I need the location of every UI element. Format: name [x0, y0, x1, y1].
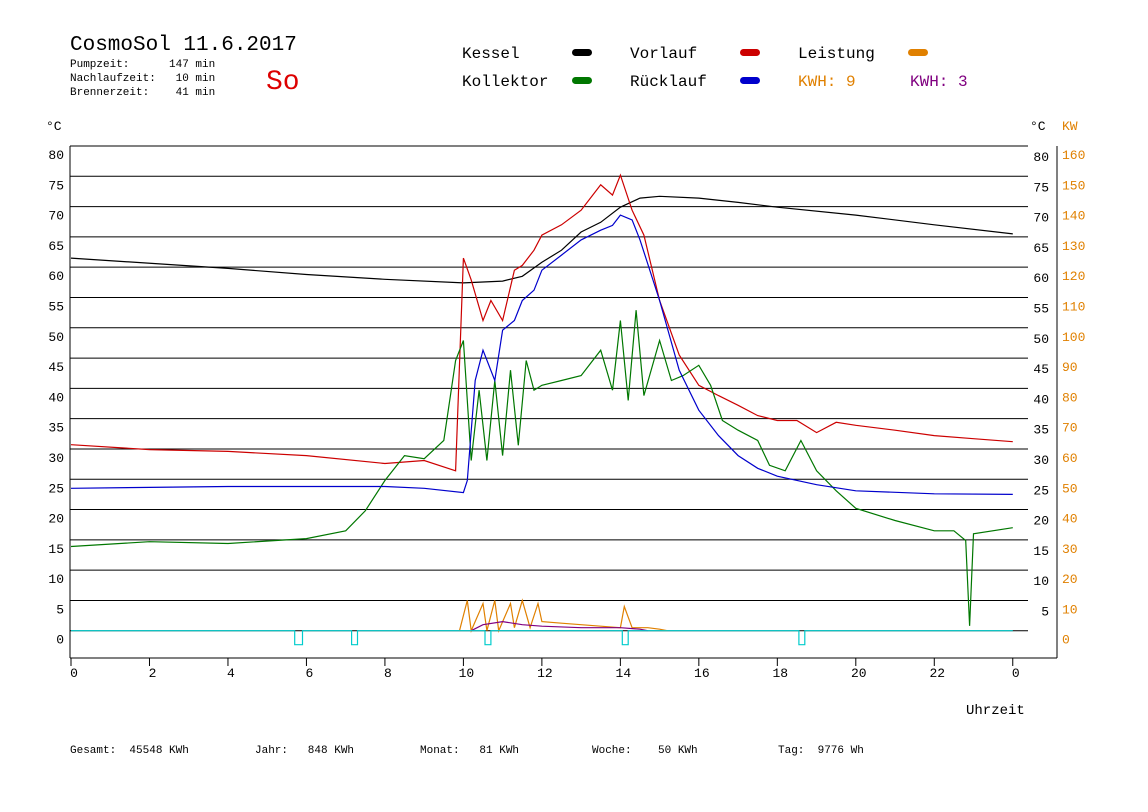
y-right-tick-label: 60 — [1033, 271, 1049, 286]
series-line — [458, 598, 668, 633]
series-line — [470, 620, 648, 632]
y2-unit: KW — [1062, 119, 1078, 134]
series-line — [70, 214, 1013, 495]
y-tick-label: 65 — [48, 239, 64, 254]
y-right-tick-label: 35 — [1033, 423, 1049, 438]
y2-tick-label: 160 — [1062, 148, 1085, 163]
y2-tick-label: 110 — [1062, 299, 1085, 314]
x-tick-label: 12 — [537, 666, 553, 681]
footer: Gesamt: 45548 KWh — [70, 745, 189, 757]
y-tick-label: 40 — [48, 390, 64, 405]
y-right-tick-label: 55 — [1033, 301, 1049, 316]
y2-tick-label: 100 — [1062, 330, 1085, 345]
y2-tick-label: 0 — [1062, 633, 1070, 648]
x-tick-label: 14 — [616, 666, 632, 681]
y2-tick-label: 120 — [1062, 269, 1085, 284]
legend-label: Vorlauf — [630, 45, 697, 63]
kwh-label: KWH: 3 — [910, 73, 968, 91]
y2-tick-label: 80 — [1062, 390, 1078, 405]
y2-tick-label: 10 — [1062, 602, 1078, 617]
x-tick-label: 2 — [149, 666, 157, 681]
legend-swatch — [572, 77, 592, 84]
y-tick-label: 15 — [48, 542, 64, 557]
y2-tick-label: 40 — [1062, 512, 1078, 527]
y-right-tick-label: 50 — [1033, 332, 1049, 347]
y-right-tick-label: 20 — [1033, 514, 1049, 529]
x-tick-label: 0 — [1012, 666, 1020, 681]
footer: Jahr: 848 KWh — [255, 745, 354, 757]
series-line — [70, 310, 1013, 626]
chart-title: CosmoSol 11.6.2017 — [70, 34, 297, 57]
info: Nachlaufzeit: 10 min — [70, 73, 215, 85]
legend-label: Kessel — [462, 45, 520, 63]
y-right-tick-label: 40 — [1033, 392, 1049, 407]
x-tick-label: 6 — [306, 666, 314, 681]
x-tick-label: 4 — [227, 666, 235, 681]
x-tick-label: 16 — [694, 666, 710, 681]
info: Pumpzeit: 147 min — [70, 59, 215, 71]
x-tick-label: 22 — [929, 666, 945, 681]
x-tick-label: 10 — [459, 666, 475, 681]
series-line — [70, 195, 1013, 284]
y-right-tick-label: 45 — [1033, 362, 1049, 377]
series-line — [71, 630, 1013, 646]
info: Brennerzeit: 41 min — [70, 87, 215, 99]
legend-label: Rücklauf — [630, 73, 707, 91]
legend-label: Kollektor — [462, 73, 548, 91]
y-tick-label: 5 — [56, 602, 64, 617]
x-tick-label: 8 — [384, 666, 392, 681]
y-tick-label: 0 — [56, 633, 64, 648]
y-tick-label: 30 — [48, 451, 64, 466]
y-tick-label: 50 — [48, 330, 64, 345]
y2-tick-label: 90 — [1062, 360, 1078, 375]
series-line — [70, 173, 1013, 472]
y-right-tick-label: 70 — [1033, 211, 1049, 226]
x-tick-label: 18 — [773, 666, 789, 681]
y2-tick-label: 140 — [1062, 209, 1085, 224]
y-right-tick-label: 10 — [1033, 574, 1049, 589]
y-tick-label: 45 — [48, 360, 64, 375]
legend-swatch — [908, 49, 928, 56]
y-tick-label: 70 — [48, 209, 64, 224]
legend-label: Leistung — [798, 45, 875, 63]
x-tick-label: 20 — [851, 666, 867, 681]
y-right-tick-label: 30 — [1033, 453, 1049, 468]
x-tick-label: 0 — [70, 666, 78, 681]
y2-tick-label: 50 — [1062, 481, 1078, 496]
x-axis-label: Uhrzeit — [966, 703, 1025, 719]
y-tick-label: 75 — [48, 178, 64, 193]
y2-tick-label: 130 — [1062, 239, 1085, 254]
y-tick-label: 10 — [48, 572, 64, 587]
legend-swatch — [740, 77, 760, 84]
y-tick-label: 25 — [48, 481, 64, 496]
y-tick-label: 55 — [48, 299, 64, 314]
y-right-tick-label: 75 — [1033, 180, 1049, 195]
y-right-tick-label: 80 — [1033, 150, 1049, 165]
y2-tick-label: 60 — [1062, 451, 1078, 466]
y-unit: °C — [46, 119, 62, 134]
y2-tick-label: 20 — [1062, 572, 1078, 587]
day: So — [266, 67, 300, 98]
kwh-label: KWH: 9 — [798, 73, 856, 91]
y-right-tick-label: 5 — [1041, 604, 1049, 619]
y2-tick-label: 150 — [1062, 178, 1085, 193]
legend-swatch — [572, 49, 592, 56]
y-tick-label: 35 — [48, 421, 64, 436]
footer: Woche: 50 KWh — [592, 745, 698, 757]
y2-tick-label: 30 — [1062, 542, 1078, 557]
y-right-tick-label: 15 — [1033, 544, 1049, 559]
y-tick-label: 60 — [48, 269, 64, 284]
y-unit: °C — [1030, 119, 1046, 134]
footer: Monat: 81 KWh — [420, 745, 519, 757]
y-tick-label: 20 — [48, 512, 64, 527]
footer: Tag: 9776 Wh — [778, 745, 864, 757]
y2-tick-label: 70 — [1062, 421, 1078, 436]
y-right-tick-label: 65 — [1033, 241, 1049, 256]
y-tick-label: 80 — [48, 148, 64, 163]
legend-swatch — [740, 49, 760, 56]
y-right-tick-label: 25 — [1033, 483, 1049, 498]
